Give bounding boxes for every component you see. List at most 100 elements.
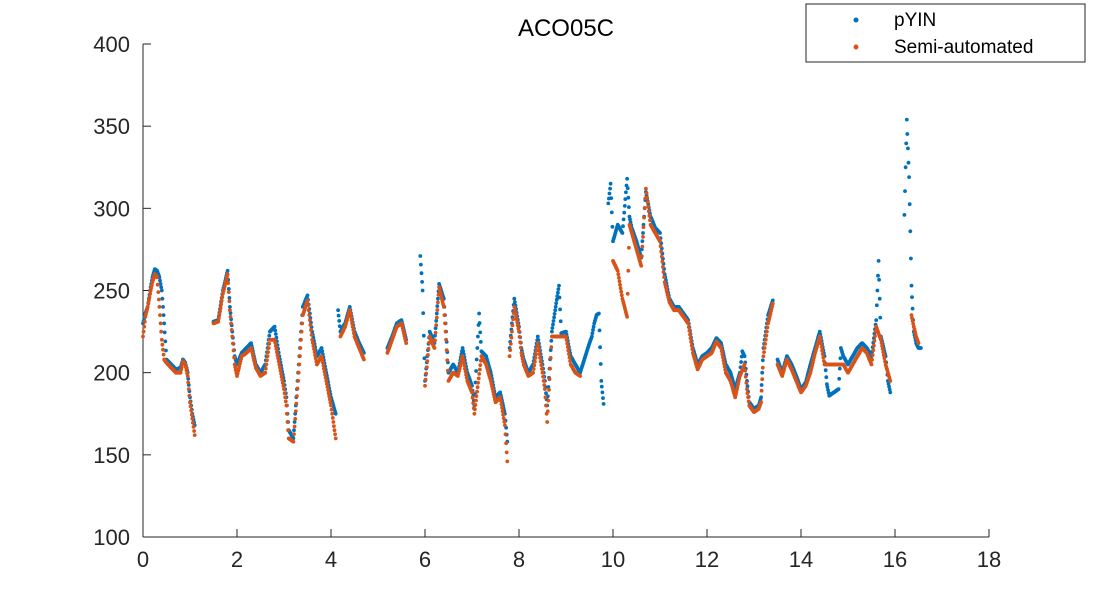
pyin-point (627, 205, 631, 210)
semi-automated-point (870, 353, 875, 357)
pyin-point (878, 315, 883, 320)
semi-automated-point (306, 303, 310, 308)
semi-automated-point (184, 365, 188, 370)
semi-automated-point (443, 329, 448, 334)
semi-automated-point (434, 323, 439, 328)
pyin-point (739, 360, 743, 364)
pyin-point (163, 339, 168, 344)
pyin-point (625, 186, 630, 191)
semi-automated-point (141, 334, 145, 339)
semi-automated-point (475, 385, 480, 390)
pyin-point (599, 379, 604, 383)
semi-automated-point (306, 308, 311, 313)
semi-automated-point (539, 363, 544, 368)
pyin-point (272, 324, 277, 329)
semi-automated-point (179, 367, 184, 372)
pyin-point (546, 385, 551, 389)
pyin-point (904, 117, 909, 122)
semi-automated-point (509, 335, 514, 340)
pyin-point (760, 370, 765, 375)
semi-automated-point (743, 374, 748, 379)
semi-automated-point (185, 374, 190, 378)
semi-automated-point (424, 365, 429, 370)
semi-automated-point (537, 352, 542, 357)
semi-automated-point (155, 275, 160, 280)
semi-automated-point (745, 387, 749, 391)
semi-automated-point (160, 342, 165, 347)
semi-automated-point (185, 371, 190, 375)
semi-automated-point (265, 358, 269, 363)
pyin-point (658, 231, 662, 235)
semi-automated-point (818, 338, 823, 342)
pyin-point (158, 282, 163, 286)
pyin-point (554, 297, 559, 302)
semi-automated-point (296, 379, 300, 383)
semi-automated-point (618, 282, 622, 287)
pyin-point (628, 217, 632, 222)
pyin-point (226, 287, 231, 291)
x-tick-label: 0 (137, 547, 149, 572)
semi-automated-point (762, 350, 766, 354)
semi-automated-point (463, 369, 468, 374)
semi-automated-point (658, 239, 662, 244)
semi-automated-point (333, 436, 338, 441)
pyin-point (161, 313, 166, 317)
pyin-point (601, 402, 606, 406)
semi-automated-point (281, 384, 286, 388)
semi-automated-point (498, 398, 503, 403)
semi-automated-point (189, 412, 194, 417)
semi-automated-point (541, 379, 546, 383)
semi-automated-point (615, 268, 620, 273)
semi-automated-point (324, 379, 329, 383)
pyin-point (337, 324, 342, 329)
pyin-point (550, 326, 555, 330)
y-ticks: 100 150 200 250 300 350 400 (93, 32, 151, 550)
semi-automated-point (228, 314, 233, 319)
pyin-point (477, 311, 481, 316)
pyin-point (640, 239, 645, 244)
semi-automated-point (910, 316, 914, 320)
semi-automated-point (146, 301, 151, 306)
semi-automated-point (689, 340, 693, 344)
semi-automated-point (759, 400, 763, 405)
semi-automated-point (423, 383, 427, 388)
semi-automated-point (231, 341, 235, 346)
pyin-point (162, 321, 167, 326)
semi-automated-point (880, 344, 884, 348)
semi-automated-point (326, 388, 330, 392)
pyin-point (228, 311, 233, 315)
semi-automated-point (282, 387, 286, 391)
semi-automated-point (149, 283, 154, 288)
semi-automated-point (870, 357, 874, 362)
semi-automated-point (424, 371, 429, 376)
pyin-point (824, 375, 829, 380)
semi-automated-point (233, 365, 238, 370)
pyin-point (435, 304, 440, 308)
pyin-point (557, 295, 562, 300)
pyin-point (225, 268, 230, 273)
y-tick-label: 100 (93, 525, 130, 550)
semi-automated-point (312, 347, 316, 351)
semi-automated-point (280, 381, 285, 385)
semi-automated-point (521, 359, 525, 364)
semi-automated-point (285, 420, 290, 424)
semi-automated-point (229, 328, 234, 332)
y-tick-label: 250 (93, 279, 130, 304)
semi-automated-point (470, 390, 474, 395)
pyin-point (292, 428, 296, 433)
pyin-point (760, 358, 765, 363)
semi-automated-point (686, 321, 691, 326)
semi-automated-point (910, 319, 915, 323)
x-tick-label: 18 (977, 547, 1001, 572)
semi-automated-point (619, 289, 624, 294)
pyin-point (320, 349, 325, 353)
semi-automated-point (722, 361, 726, 366)
semi-automated-point (308, 318, 312, 322)
pyin-point (159, 285, 164, 290)
pyin-point (745, 384, 750, 389)
pyin-point (536, 338, 541, 342)
semi-automated-point (219, 298, 224, 303)
x-tick-label: 6 (419, 547, 431, 572)
pyin-point (434, 311, 439, 316)
semi-automated-point (641, 225, 646, 230)
